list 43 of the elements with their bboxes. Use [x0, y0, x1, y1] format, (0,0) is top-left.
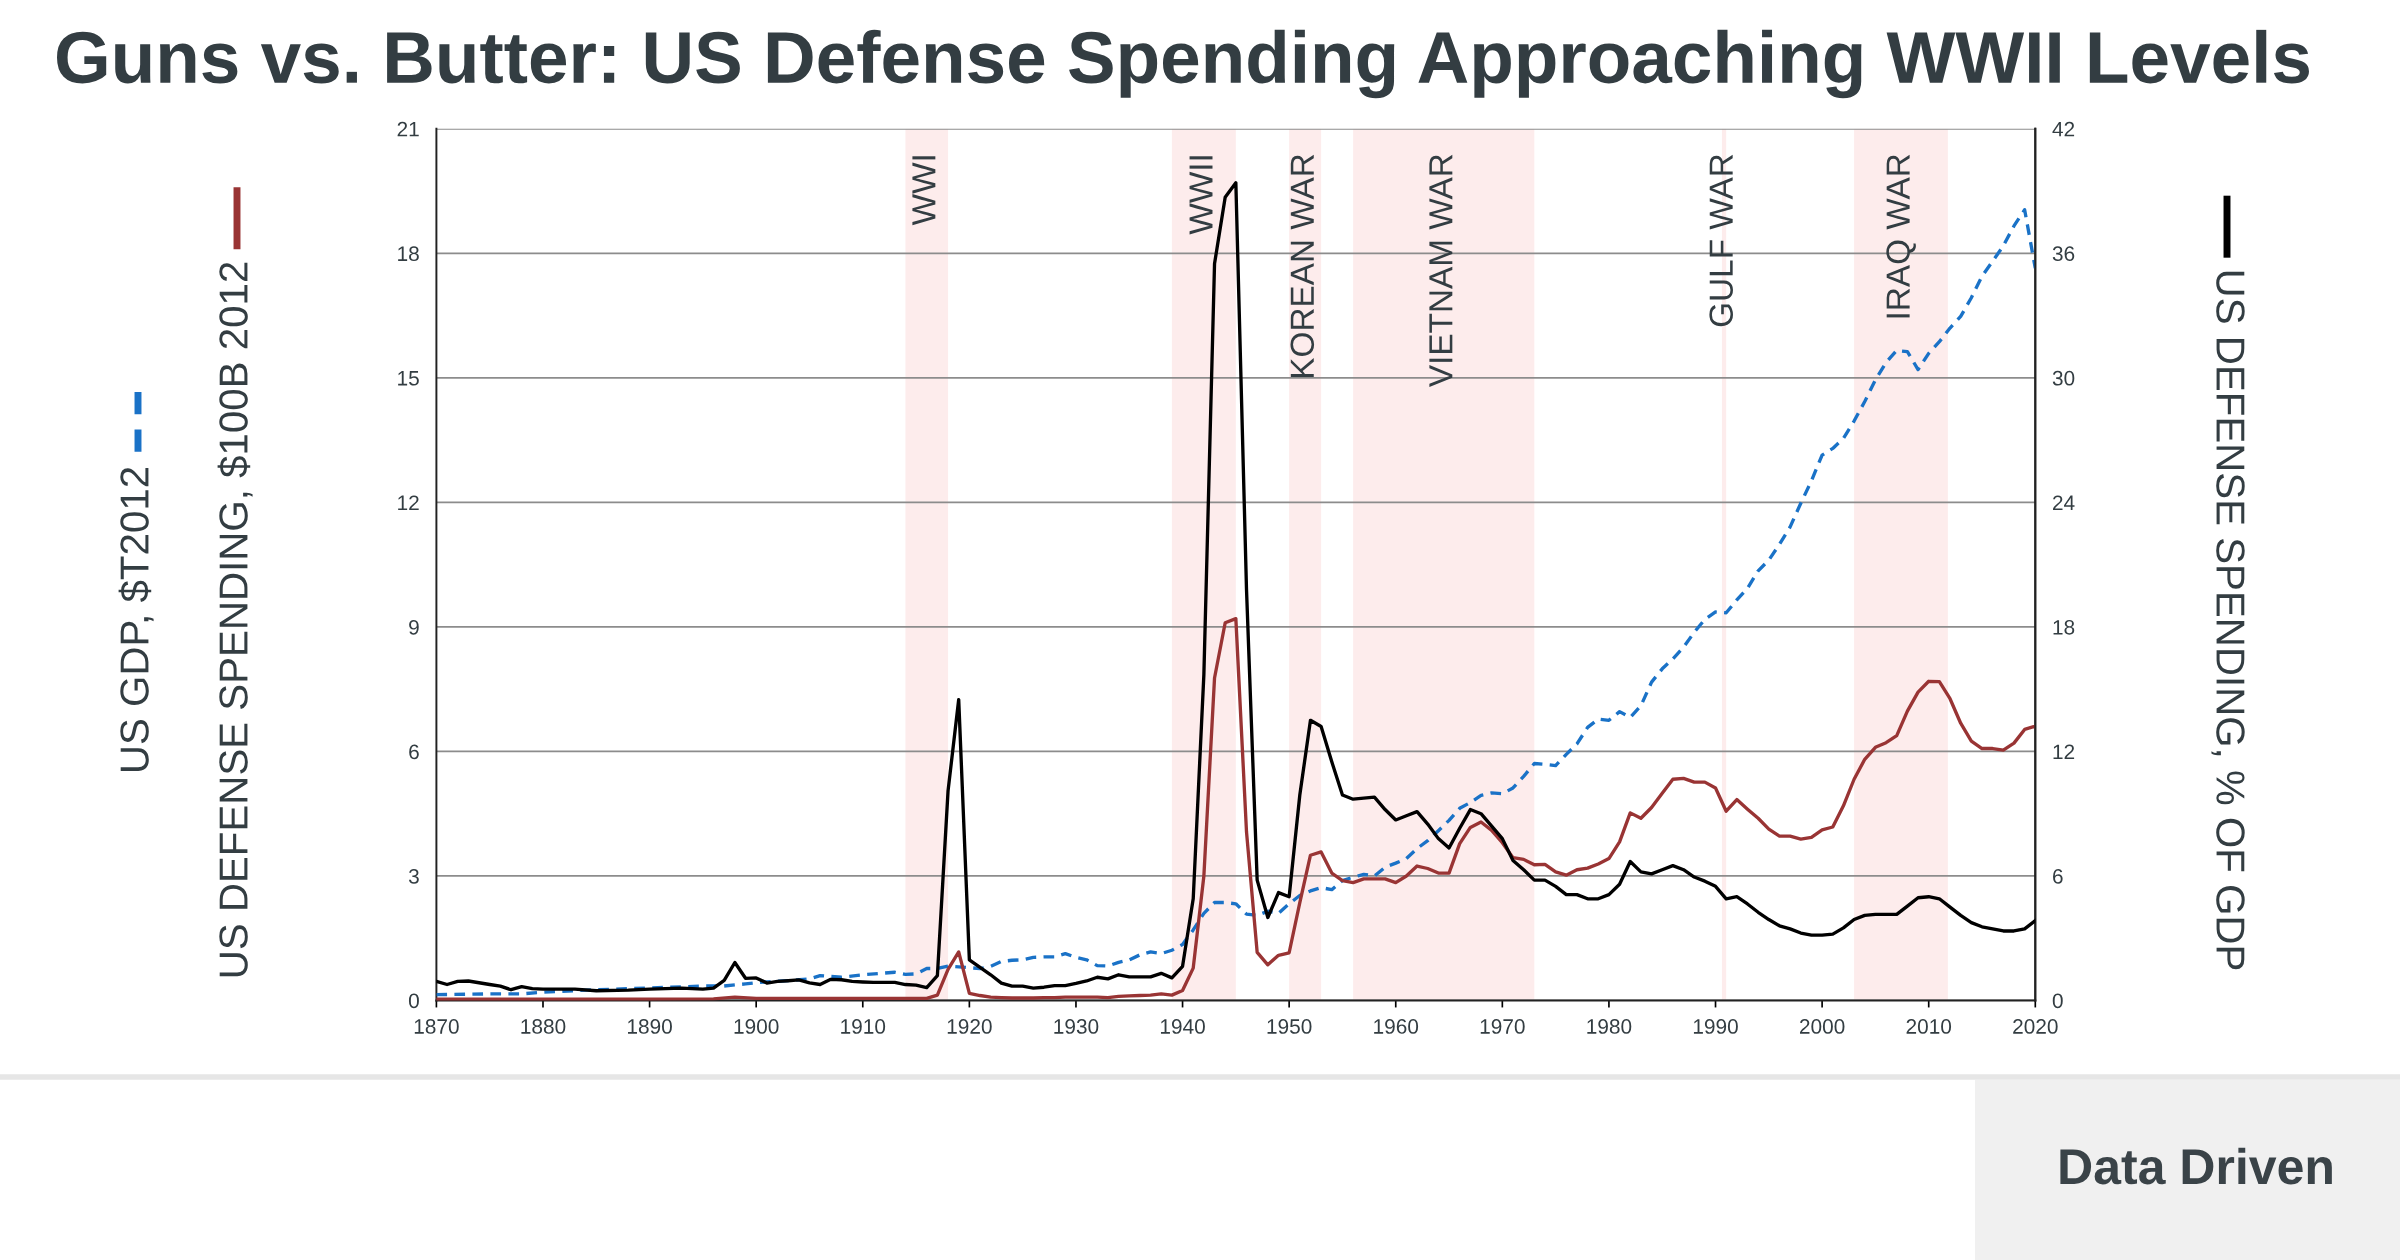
x-tick-label: 1910 — [841, 1019, 886, 1034]
x-tick-label: 1960 — [1374, 1019, 1419, 1034]
legend-label: US GDP, $T2012 — [118, 467, 154, 771]
x-tick-label: 1990 — [1693, 1019, 1738, 1034]
y2-tick-label: 0 — [2052, 993, 2063, 1009]
y2-tick-label: 6 — [2053, 868, 2063, 884]
y-tick-label: 18 — [398, 246, 419, 262]
y-tick-label: 21 — [397, 121, 419, 137]
y-tick-label: 0 — [408, 993, 419, 1009]
band-label: VIETNAM WAR — [1429, 154, 1453, 387]
legend-label: US DEFENSE SPENDING, % OF GDP — [2211, 271, 2245, 970]
y-tick-label: 3 — [408, 868, 419, 884]
y2-tick-label: 36 — [2052, 246, 2075, 262]
y-tick-label: 12 — [398, 495, 419, 510]
x-tick-label: 1870 — [414, 1019, 459, 1034]
y-tick-label: 9 — [409, 619, 419, 635]
y2-tick-label: 42 — [2052, 121, 2075, 137]
band-label: IRAQ WAR — [1886, 154, 1916, 318]
x-tick-label: 1900 — [734, 1019, 779, 1034]
x-tick-label: 1890 — [628, 1019, 672, 1034]
x-tick-label: 2000 — [1799, 1019, 1845, 1034]
y2-tick-label: 24 — [2053, 495, 2075, 510]
band-label: GULF WAR — [1709, 154, 1733, 327]
band-label: WWI — [912, 156, 936, 226]
band-label: WWII — [1189, 156, 1213, 235]
legend-label: US DEFENSE SPENDING, $100B 2012 — [217, 262, 253, 977]
x-tick-label: 1980 — [1587, 1019, 1632, 1034]
x-tick-label: 1930 — [1054, 1019, 1099, 1034]
band-label: KOREAN WAR — [1290, 154, 1315, 378]
x-tick-label: 1940 — [1160, 1019, 1205, 1034]
x-tick-label: 1950 — [1267, 1019, 1312, 1034]
y-tick-label: 6 — [409, 744, 419, 760]
y2-tick-label: 12 — [2053, 744, 2075, 759]
x-tick-label: 1880 — [521, 1019, 566, 1034]
y2-tick-label: 18 — [2053, 619, 2075, 635]
x-tick-label: 1920 — [947, 1019, 992, 1034]
x-tick-label: 2020 — [2013, 1019, 2058, 1034]
y-tick-label: 15 — [398, 371, 419, 386]
y2-tick-label: 30 — [2052, 370, 2075, 386]
x-tick-label: 2010 — [1906, 1019, 1952, 1034]
x-tick-label: 1970 — [1480, 1019, 1525, 1034]
chart-title: Guns vs. Butter: US Defense Spending Approaching WWII Levels — [57, 29, 2309, 99]
text: Data Driven — [2060, 1147, 2332, 1185]
